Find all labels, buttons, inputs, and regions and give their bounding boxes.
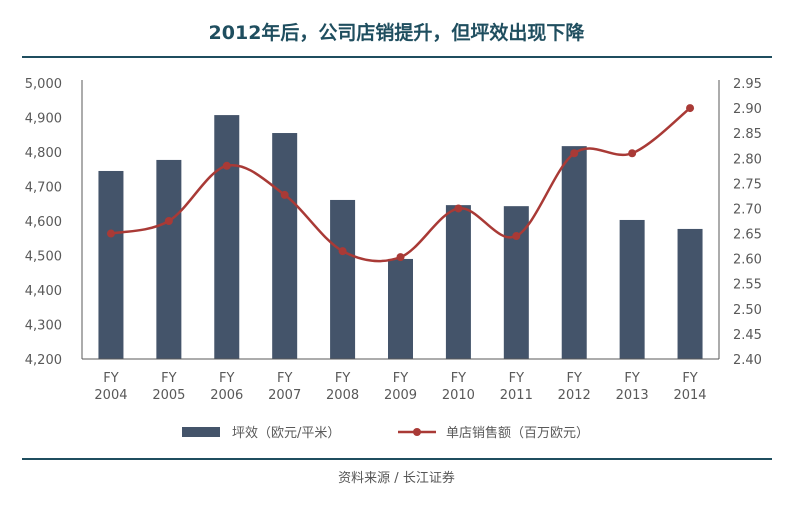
line-point-2009	[396, 253, 405, 262]
bar-2011	[503, 206, 529, 359]
x-tick-label: 2014	[673, 388, 706, 403]
legend-line-marker	[413, 428, 421, 436]
line-point-2010	[454, 204, 463, 213]
bar-2012	[561, 146, 587, 359]
line-point-2013	[628, 149, 637, 158]
x-tick-label: 2006	[210, 388, 243, 403]
bar-2013	[619, 219, 645, 359]
x-tick-label: 2013	[616, 388, 649, 403]
bar-2014	[677, 228, 703, 359]
right-tick-label: 2.50	[733, 303, 762, 318]
bar-2006	[214, 115, 240, 360]
line-point-2011	[512, 232, 521, 241]
bottom-divider	[22, 458, 772, 460]
legend-bar-swatch	[182, 427, 220, 437]
left-tick-label: 4,900	[25, 112, 62, 127]
line-point-2007	[280, 190, 289, 199]
left-tick-label: 4,300	[25, 319, 62, 334]
right-tick-label: 2.55	[733, 278, 762, 293]
right-tick-label: 2.70	[733, 202, 762, 217]
x-tick-label: FY	[567, 371, 582, 386]
right-tick-label: 2.75	[733, 177, 762, 192]
left-tick-label: 4,700	[25, 181, 62, 196]
x-tick-label: FY	[277, 371, 292, 386]
line-point-2006	[222, 161, 231, 170]
x-tick-label: 2005	[152, 388, 185, 403]
line-point-2014	[686, 104, 695, 113]
x-tick-label: FY	[624, 371, 639, 386]
top-divider	[22, 56, 772, 58]
x-tick-label: FY	[335, 371, 350, 386]
x-tick-label: FY	[682, 371, 697, 386]
line-series	[110, 107, 691, 263]
x-tick-label: 2010	[442, 388, 475, 403]
source-note: 资料来源 / 长江证券	[338, 471, 455, 486]
left-tick-label: 4,200	[25, 353, 62, 368]
bar-2008	[330, 199, 356, 359]
legend-bar-label: 坪效（欧元/平米）	[232, 426, 340, 441]
left-tick-label: 4,800	[25, 146, 62, 161]
x-tick-label: FY	[103, 371, 118, 386]
x-tick-label: FY	[451, 371, 466, 386]
left-tick-label: 4,500	[25, 250, 62, 265]
chart-plot: 4,200 4,300 4,400 4,500 4,600 4,700 4,800 4,900…	[25, 77, 762, 441]
x-tick-label: 2009	[384, 388, 417, 403]
bar-2004	[98, 170, 124, 359]
bar-2010	[445, 205, 471, 359]
x-tick-label: FY	[219, 371, 234, 386]
line-point-2005	[164, 217, 173, 225]
x-tick-label: FY	[393, 371, 408, 386]
right-tick-label: 2.40	[733, 353, 762, 368]
right-tick-label: 2.45	[733, 328, 762, 343]
right-tick-label: 2.85	[733, 127, 762, 142]
line-point-2004	[106, 229, 115, 238]
x-tick-label: 2007	[268, 388, 301, 403]
x-tick-label: 2004	[94, 388, 127, 403]
bar-2007	[272, 133, 298, 359]
line-point-2008	[338, 247, 347, 256]
left-tick-label: 4,400	[25, 284, 62, 299]
left-tick-label: 4,600	[25, 215, 62, 230]
right-tick-label: 2.95	[733, 77, 762, 92]
legend-line-label: 单店销售额（百万欧元）	[446, 425, 589, 441]
bar-2005	[156, 159, 182, 359]
line-point-2012	[570, 149, 579, 158]
left-tick-label: 5,000	[25, 77, 62, 92]
x-tick-label: FY	[161, 371, 176, 386]
right-tick-label: 2.90	[733, 102, 762, 117]
x-tick-label: 2008	[326, 388, 359, 403]
right-tick-label: 2.80	[733, 152, 762, 167]
right-tick-label: 2.65	[733, 228, 762, 243]
x-tick-label: FY	[509, 371, 524, 386]
x-tick-label: 2012	[558, 388, 591, 403]
x-tick-label: 2011	[500, 388, 533, 403]
right-tick-label: 2.60	[733, 253, 762, 268]
chart-title: 2012年后，公司店销提升，但坪效出现下降	[208, 22, 585, 44]
bar-2009	[388, 258, 413, 359]
